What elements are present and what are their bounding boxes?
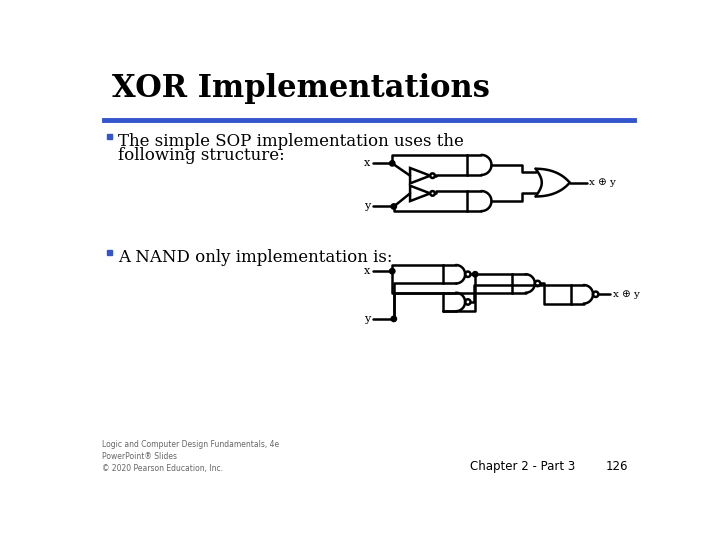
Text: Logic and Computer Design Fundamentals, 4e
PowerPoint® Slides
© 2020 Pearson Edu: Logic and Computer Design Fundamentals, … (102, 440, 279, 473)
Circle shape (391, 204, 397, 209)
Text: x $\oplus$ y: x $\oplus$ y (588, 176, 617, 189)
Text: A NAND only implementation is:: A NAND only implementation is: (118, 249, 392, 266)
Circle shape (390, 268, 395, 274)
Text: Chapter 2 - Part 3: Chapter 2 - Part 3 (469, 460, 575, 473)
Text: y: y (364, 314, 370, 324)
Polygon shape (107, 134, 112, 139)
Text: x: x (364, 158, 370, 168)
Circle shape (390, 161, 395, 166)
Text: XOR Implementations: XOR Implementations (112, 72, 490, 104)
Text: 126: 126 (606, 460, 629, 473)
Text: y: y (364, 201, 370, 212)
Text: x: x (364, 266, 370, 276)
Polygon shape (107, 249, 112, 255)
Circle shape (391, 316, 397, 322)
Text: following structure:: following structure: (118, 147, 284, 164)
Text: The simple SOP implementation uses the: The simple SOP implementation uses the (118, 133, 464, 150)
Text: x $\oplus$ y: x $\oplus$ y (611, 288, 641, 301)
Circle shape (472, 272, 478, 277)
